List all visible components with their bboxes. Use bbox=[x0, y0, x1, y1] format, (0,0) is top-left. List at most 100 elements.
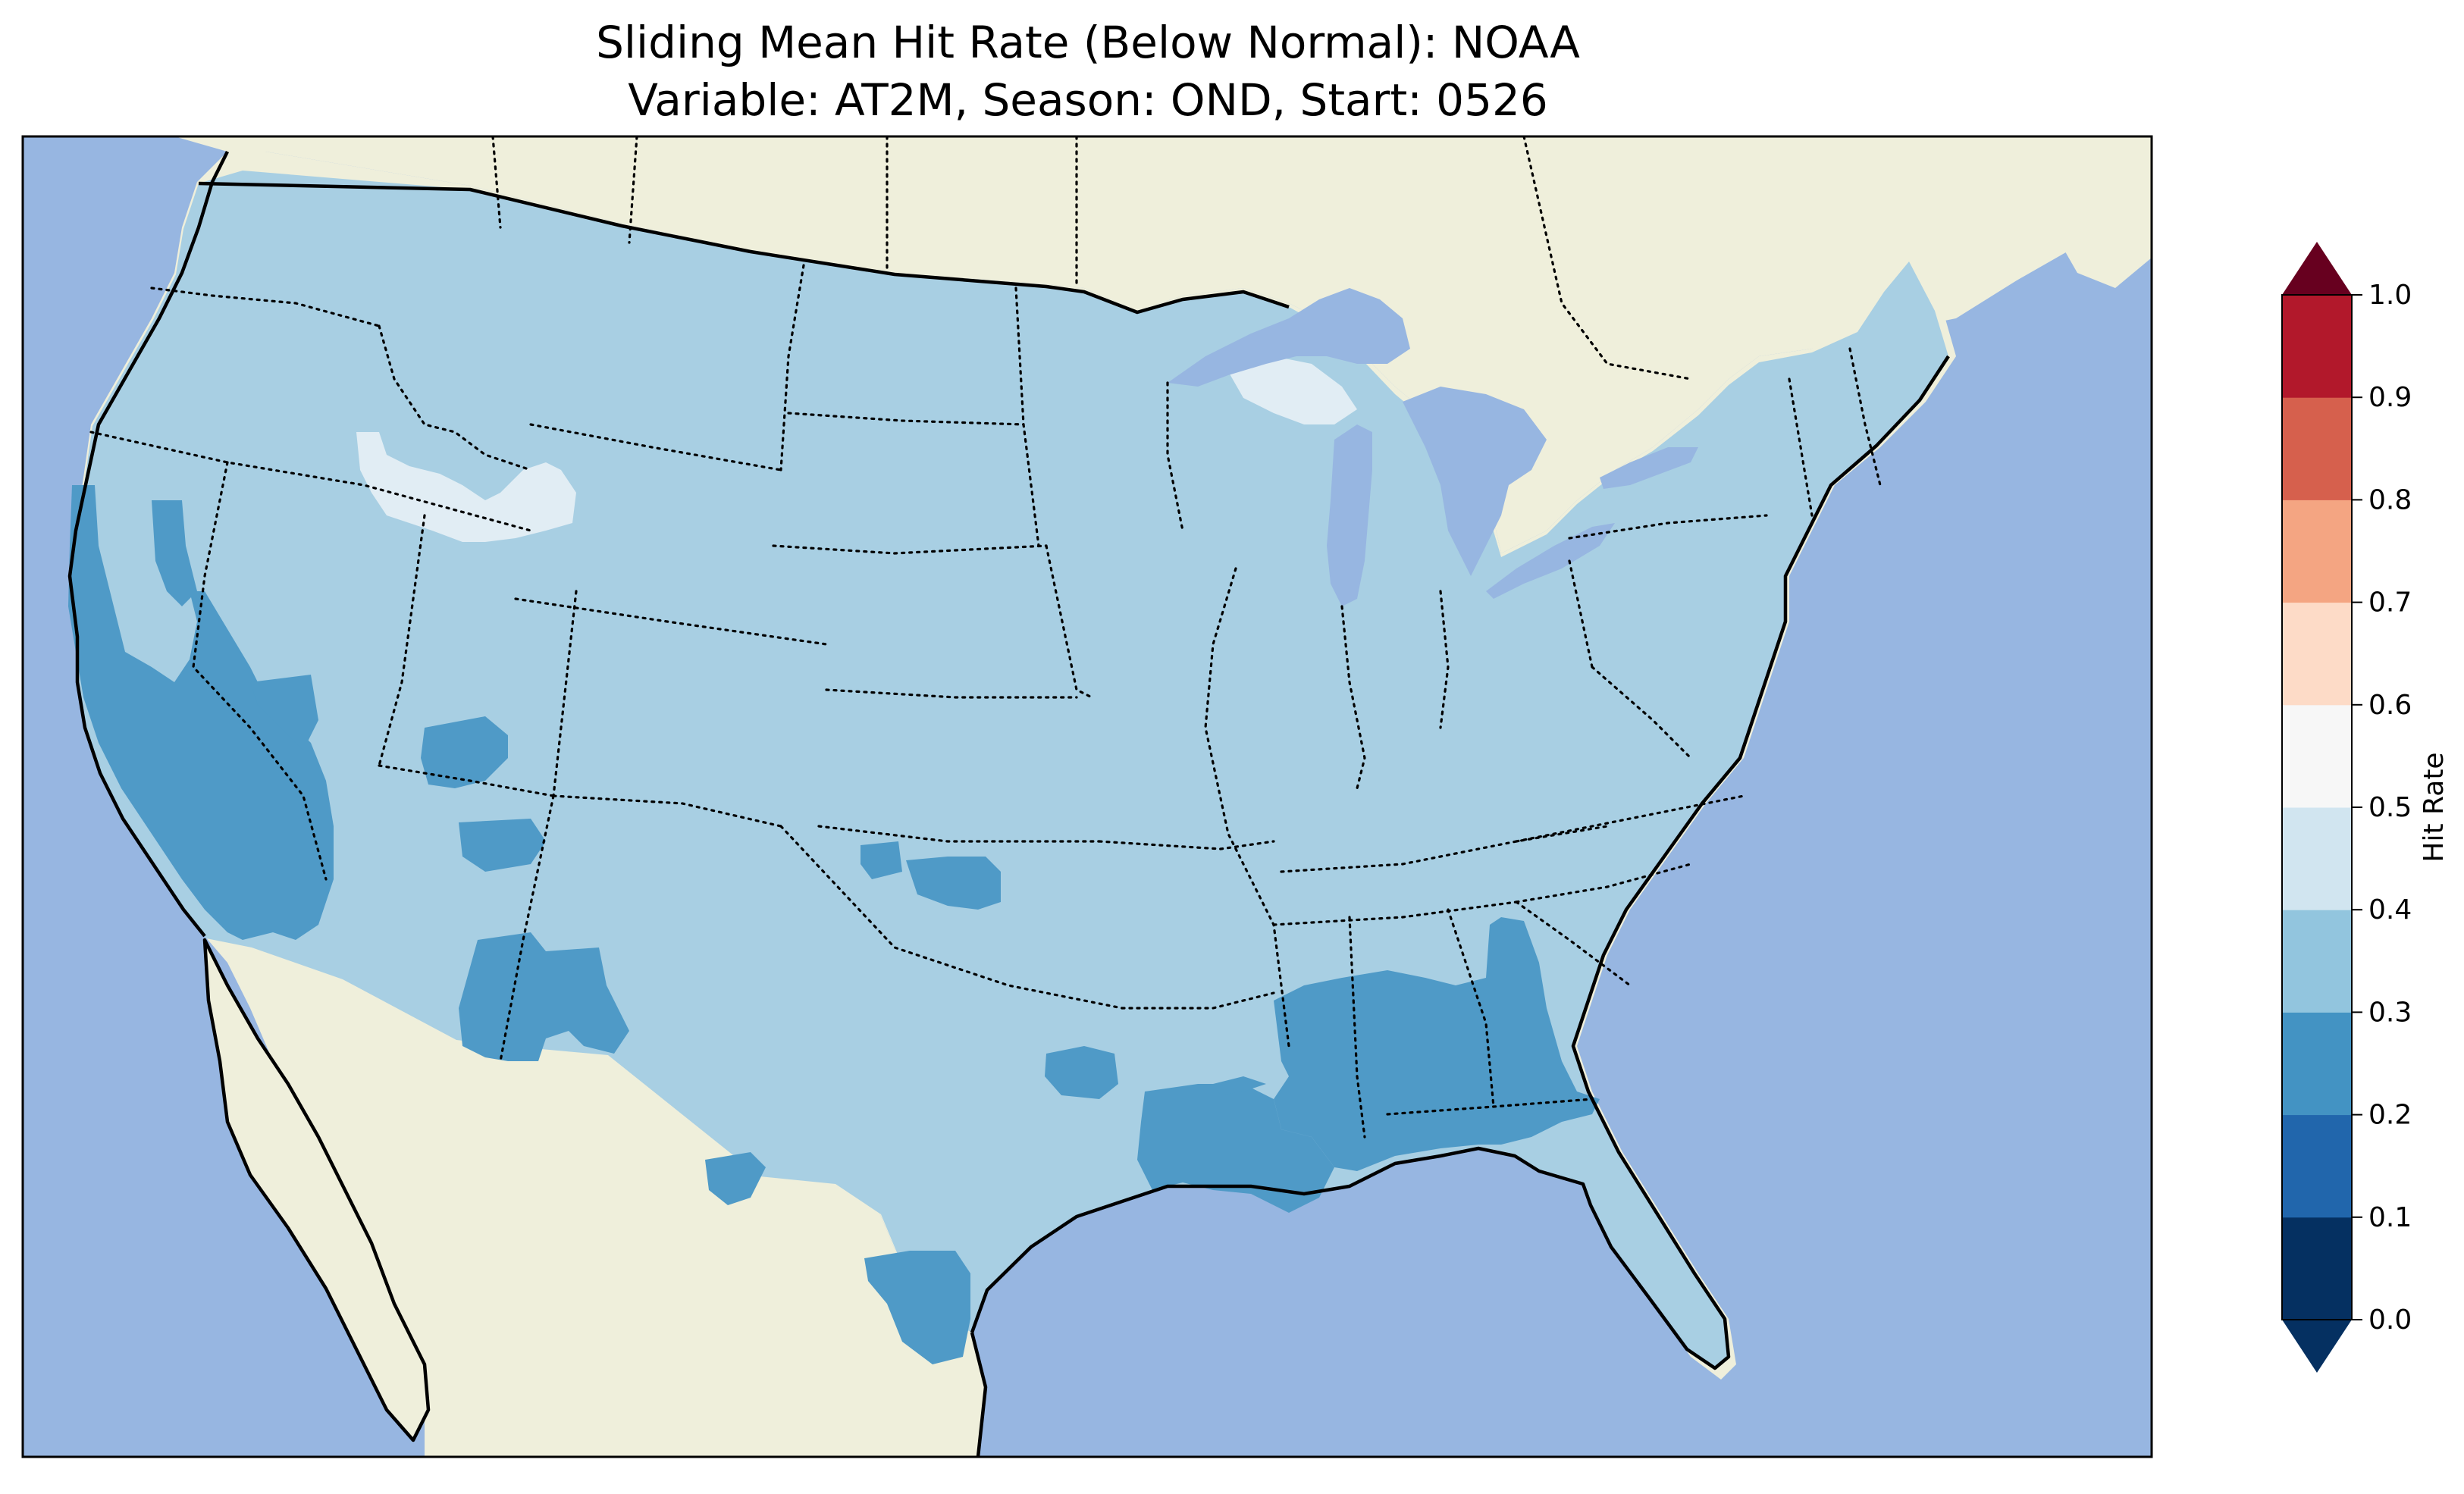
baja-coastline bbox=[202, 938, 431, 1442]
colorbar-tick-label: 0.5 bbox=[2368, 792, 2412, 823]
hit-rate-0.4-0.5-regions bbox=[356, 356, 1357, 542]
colorbar-label: Hit Rate bbox=[2419, 752, 2450, 862]
colorbar-segment bbox=[2282, 1217, 2352, 1320]
colorbar-tick-label: 0.7 bbox=[2368, 587, 2412, 619]
ky-tn-border bbox=[1280, 825, 1609, 873]
arizona-central-patch bbox=[459, 819, 546, 872]
il-in-border bbox=[1340, 605, 1366, 790]
chart-title-line1: Sliding Mean Hit Rate (Below Normal): NO… bbox=[596, 17, 1580, 68]
bc-alberta-border bbox=[491, 136, 502, 229]
chart-title-line2: Variable: AT2M, Season: OND, Start: 0526 bbox=[628, 74, 1548, 126]
colorbar-tick-label: 0.6 bbox=[2368, 690, 2412, 721]
colorbar-segment bbox=[2282, 397, 2352, 500]
ne-ks-border bbox=[825, 688, 1078, 699]
mississippi-river bbox=[1204, 567, 1290, 1048]
lake-erie bbox=[1486, 523, 1615, 599]
ontario-quebec-border bbox=[1522, 136, 1692, 381]
ga-sc-border bbox=[1515, 900, 1632, 987]
or-ca-nv-border bbox=[89, 431, 532, 532]
colorbar-extend-max bbox=[2282, 242, 2352, 295]
ia-mo-border bbox=[1045, 544, 1093, 699]
nv-ut-border bbox=[378, 514, 426, 767]
california-central-valley-patch bbox=[68, 485, 334, 940]
ks-ok-border bbox=[817, 825, 1101, 843]
colorbar-tick-label: 0.0 bbox=[2368, 1305, 2412, 1336]
alberta-sask-border bbox=[628, 136, 638, 244]
wy-co-border bbox=[514, 597, 828, 646]
colorbar-tick-label: 0.9 bbox=[2368, 382, 2412, 413]
gulf-coastline bbox=[970, 355, 1950, 1370]
east-texas-patch bbox=[1045, 1046, 1118, 1099]
id-mt-border bbox=[378, 324, 532, 471]
colorbar-segment bbox=[2282, 1012, 2352, 1116]
al-ga-border bbox=[1447, 908, 1495, 1108]
canada-land bbox=[174, 136, 2152, 553]
upper-peninsula-patch bbox=[1228, 356, 1357, 424]
baja-california-land bbox=[205, 940, 428, 1440]
ms-al-border bbox=[1348, 916, 1366, 1139]
in-oh-border bbox=[1439, 590, 1450, 729]
ut-az-border bbox=[378, 764, 555, 797]
colorbar-tick-label: 0.4 bbox=[2368, 894, 2412, 926]
colorbar-ticks: 0.0 0.1 0.2 0.3 0.4 0.5 0.6 0.7 0.8 0.9 1.0 bbox=[2352, 280, 2412, 1336]
coastlines bbox=[67, 150, 1950, 1457]
nd-mn-border bbox=[1014, 287, 1040, 547]
map-frame bbox=[21, 135, 2153, 1458]
colorbar-tick-label: 0.8 bbox=[2368, 484, 2412, 515]
map-panel bbox=[23, 136, 2152, 1457]
az-nm-border-patch bbox=[459, 932, 629, 1061]
colorbar-segment bbox=[2282, 910, 2352, 1013]
oh-pa-border bbox=[1568, 559, 1594, 669]
ar-la-border bbox=[1121, 991, 1275, 1010]
colorbar-segment bbox=[2282, 500, 2352, 603]
lake-huron bbox=[1403, 387, 1547, 576]
colorbar-extend-min bbox=[2282, 1320, 2352, 1373]
mississippi-delta-patch bbox=[1213, 1076, 1266, 1095]
pacific-coastline bbox=[67, 150, 230, 938]
oklahoma-west-patch bbox=[861, 841, 902, 879]
wa-or-border bbox=[150, 287, 381, 327]
colorbar-tick-label: 0.2 bbox=[2368, 1100, 2412, 1131]
gulf-coast-patch bbox=[1274, 917, 1600, 1171]
sd-ne-border bbox=[772, 544, 1048, 555]
louisiana-patch bbox=[1137, 1084, 1334, 1213]
nd-sd-border bbox=[787, 412, 1025, 426]
big-bend-patch bbox=[705, 1152, 766, 1205]
south-texas-patch bbox=[864, 1251, 970, 1364]
mo-ar-border bbox=[1098, 840, 1275, 850]
us-canada-border bbox=[198, 181, 1290, 315]
mexico-gulf-coastline bbox=[970, 1332, 988, 1457]
colorbar-segments bbox=[2282, 295, 2352, 1320]
va-nc-border bbox=[1515, 794, 1745, 843]
co-nm-border bbox=[552, 794, 782, 828]
pa-ny-border bbox=[1568, 514, 1768, 540]
utah-south-patch bbox=[421, 716, 508, 788]
colorbar: 0.0 0.1 0.2 0.3 0.4 0.5 0.6 0.7 0.8 0.9 1.0 Hit Ra… bbox=[2281, 242, 2450, 1373]
colorbar-segment bbox=[2282, 807, 2352, 910]
tn-ms-al-border bbox=[1272, 900, 1518, 926]
ga-fl-border bbox=[1386, 1098, 1594, 1116]
nc-sc-border bbox=[1515, 863, 1692, 904]
mt-wy-border bbox=[529, 423, 782, 471]
colorbar-segment bbox=[2282, 1114, 2352, 1218]
ok-tx-border bbox=[779, 825, 1124, 1010]
oklahoma-central-patch bbox=[906, 857, 1001, 910]
colorbar-tick-label: 1.0 bbox=[2368, 280, 2412, 311]
lake-ontario bbox=[1600, 447, 1698, 489]
idaho-montana-patch bbox=[356, 432, 576, 542]
az-nm-border bbox=[499, 794, 555, 1063]
mn-wi-border bbox=[1166, 381, 1184, 532]
sierra-nevada-patch bbox=[152, 500, 197, 606]
colorbar-segment bbox=[2282, 602, 2352, 706]
lake-superior bbox=[1168, 288, 1410, 387]
wv-va-border bbox=[1591, 666, 1692, 760]
state-boundaries bbox=[89, 136, 1882, 1139]
great-lakes bbox=[1168, 288, 1698, 606]
lake-michigan bbox=[1327, 424, 1372, 606]
colorbar-tick-label: 0.1 bbox=[2368, 1202, 2412, 1233]
hit-rate-0.2-0.3-regions bbox=[68, 485, 1600, 1364]
nh-me-border bbox=[1848, 347, 1882, 487]
newfoundland-land bbox=[2047, 174, 2152, 288]
nevada-east-patch bbox=[250, 675, 318, 750]
ca-nv-border bbox=[192, 461, 328, 881]
